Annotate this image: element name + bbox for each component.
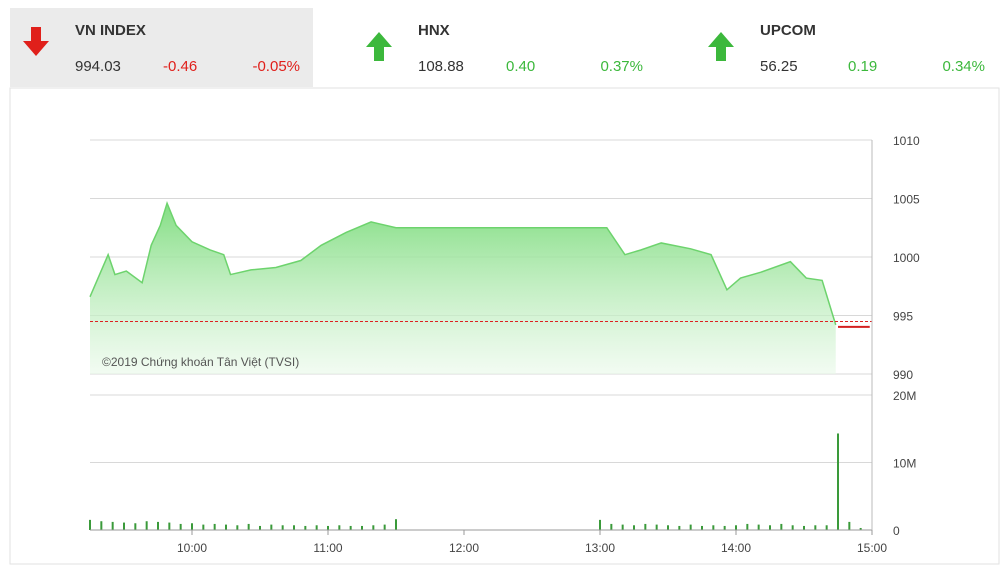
- volume-bar: [225, 524, 227, 530]
- volume-bar: [633, 525, 635, 530]
- area-fill: [90, 203, 836, 374]
- volume-bar: [213, 523, 216, 530]
- volume-bar: [837, 433, 839, 530]
- volume-bar: [383, 524, 386, 530]
- volume-bar: [769, 525, 771, 530]
- watermark: ©2019 Chứng khoán Tân Việt (TVSI): [102, 355, 299, 369]
- volume-bar: [644, 523, 647, 530]
- volume-bar: [338, 525, 341, 530]
- index-price: 56.25: [760, 58, 798, 75]
- volume-bar: [315, 525, 318, 530]
- header: VN INDEX 994.03 -0.46 -0.05% HNX 108.88 0.40 0.…: [23, 22, 985, 75]
- x-tick-label: 11:00: [313, 541, 342, 555]
- arrow-down: [23, 27, 49, 56]
- volume-bar: [848, 521, 851, 530]
- volume-bar: [100, 521, 103, 530]
- volume-bar: [610, 523, 613, 530]
- y-tick-label: 10M: [893, 457, 916, 471]
- volume-bar: [179, 523, 182, 530]
- volume-bar: [621, 524, 624, 530]
- price-line: [89, 200, 837, 326]
- x-tick-label: 13:00: [585, 541, 615, 555]
- index-name: VN INDEX: [75, 22, 146, 39]
- volume-bar: [599, 519, 601, 530]
- volume-bar: [746, 523, 749, 530]
- index-change: -0.46: [163, 58, 197, 75]
- volume-bar: [236, 525, 239, 530]
- y-tick-label: 990: [893, 368, 913, 382]
- volume-bar: [327, 525, 329, 530]
- index-price: 108.88: [418, 58, 464, 75]
- x-tick-label: 12:00: [449, 541, 479, 555]
- volume-bar: [111, 521, 114, 530]
- volume-bar: [678, 525, 681, 530]
- volume-bar: [361, 525, 363, 530]
- x-tick-label: 14:00: [721, 541, 751, 555]
- volume-bar: [780, 523, 783, 530]
- index-name: UPCOM: [760, 22, 816, 39]
- volume-bar: [712, 525, 715, 530]
- x-tick-label: 15:00: [857, 541, 887, 555]
- volume-bar: [304, 525, 307, 530]
- x-tick-label: 10:00: [177, 541, 207, 555]
- volume-bar: [689, 524, 692, 530]
- plot: 990 995 1000 1005 1010 ©2019 Chứng khoán Tân …: [89, 134, 920, 555]
- active-tile: [10, 8, 313, 87]
- volume-bar: [701, 525, 703, 530]
- volume-bar: [349, 525, 352, 530]
- y-tick-label: 1005: [893, 193, 920, 207]
- volume-bar: [123, 522, 125, 530]
- y-tick-label: 995: [893, 310, 913, 324]
- volume-bar: [825, 525, 828, 530]
- volume-bar: [372, 525, 375, 530]
- arrow-up: [366, 32, 392, 61]
- volume-bar: [655, 524, 658, 530]
- volume-bar: [168, 522, 171, 530]
- volume-bar: [134, 523, 137, 530]
- volume-bar: [157, 521, 159, 530]
- volume-bar: [791, 525, 794, 530]
- volume-bar: [814, 525, 817, 530]
- volume-bar: [281, 525, 284, 530]
- index-percent: -0.05%: [252, 58, 300, 75]
- volume-bar: [89, 519, 91, 530]
- volume-bar: [723, 525, 726, 530]
- volume-bar: [859, 527, 862, 530]
- index-change: 0.40: [506, 58, 535, 75]
- volume-bar: [247, 523, 250, 530]
- volume-bar: [202, 524, 205, 530]
- volume-bar: [667, 525, 669, 530]
- index-name: HNX: [418, 22, 450, 39]
- volume-bar: [395, 519, 397, 530]
- arrow-up: [708, 32, 734, 61]
- volume-bar: [145, 521, 148, 530]
- y-tick-label: 20M: [893, 389, 916, 403]
- volume-bar: [803, 525, 805, 530]
- volume-bar: [270, 524, 273, 530]
- index-percent: 0.34%: [942, 58, 985, 75]
- volume-bar: [293, 525, 295, 530]
- y-tick-label: 0: [893, 524, 900, 538]
- volume-bar: [735, 525, 737, 530]
- volume-bar: [757, 524, 760, 530]
- volume-bar: [259, 525, 261, 530]
- index-change: 0.19: [848, 58, 877, 75]
- volume-bar: [191, 523, 193, 530]
- index-percent: 0.37%: [600, 58, 643, 75]
- y-tick-label: 1010: [893, 134, 920, 148]
- index-price: 994.03: [75, 58, 121, 75]
- y-tick-label: 1000: [893, 251, 920, 265]
